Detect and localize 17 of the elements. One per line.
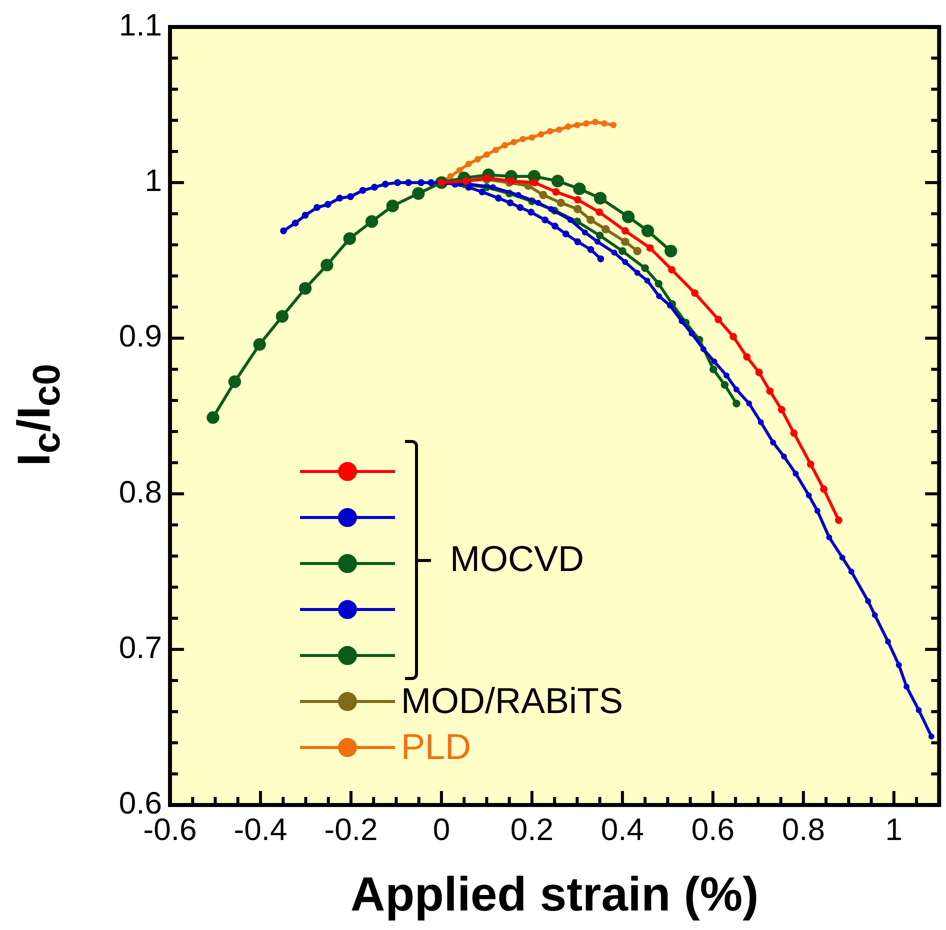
x-tick-label: 0.8 (782, 812, 825, 848)
x-tick-label: 1 (885, 812, 903, 848)
x-tick-label: 0 (432, 812, 450, 848)
y-tick-label: 1.1 (118, 8, 162, 43)
y-tick-label: 0.8 (118, 474, 162, 510)
annotation: MOCVD (450, 538, 584, 580)
y-tick-label: 0.7 (118, 630, 162, 665)
legend-label: MOD/RABiTS (401, 680, 624, 722)
x-tick-label: -0.2 (324, 812, 378, 848)
x-tick-label: -0.4 (234, 812, 288, 848)
y-tick-label: 1 (144, 163, 162, 198)
legend-label: PLD (401, 726, 472, 768)
x-axis-title: Applied strain (%) (350, 868, 759, 922)
x-tick-label: 0.6 (691, 812, 734, 848)
x-tick-label: 0.4 (600, 812, 644, 848)
x-tick-label: 0.2 (510, 812, 554, 848)
y-tick-label: 0.9 (118, 318, 162, 354)
